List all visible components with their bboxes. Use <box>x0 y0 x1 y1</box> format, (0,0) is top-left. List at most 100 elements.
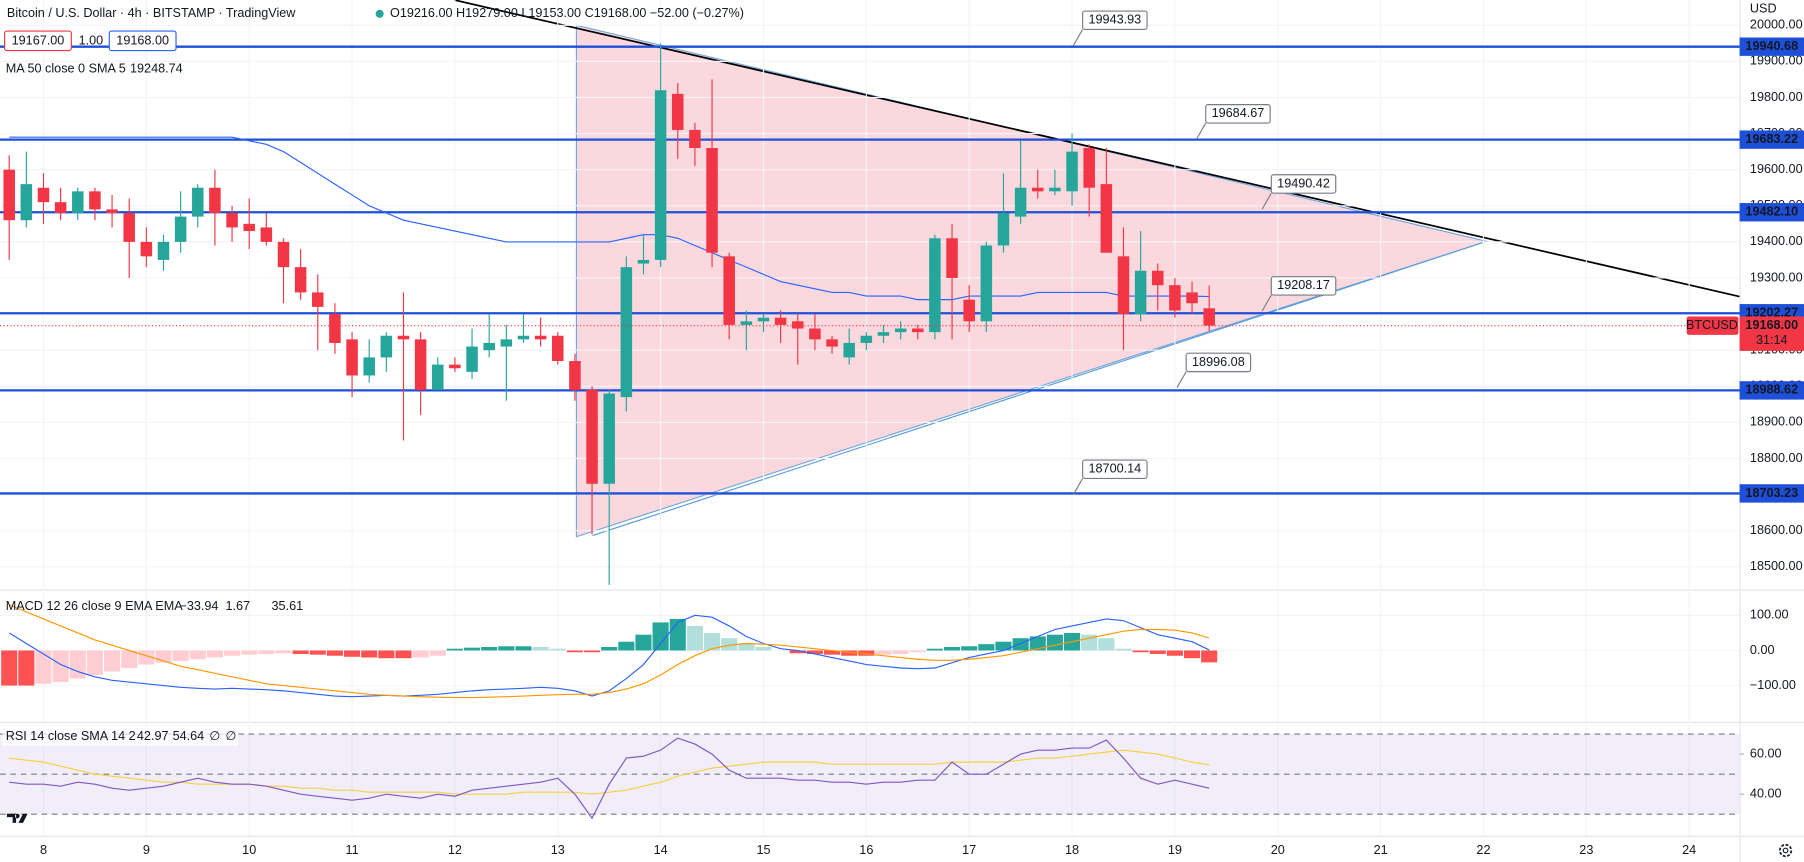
spread-label: 1.00 <box>79 34 104 48</box>
x-tick-label: 18 <box>1065 843 1079 857</box>
histogram-bar <box>241 650 258 655</box>
histogram-bar <box>18 650 35 686</box>
histogram-bar <box>378 650 395 659</box>
x-tick-label: 17 <box>962 843 976 857</box>
histogram-bar <box>309 650 326 655</box>
candle-body <box>329 314 341 343</box>
candle-body <box>534 335 547 340</box>
candle-body <box>260 227 273 242</box>
histogram-bar <box>275 650 292 654</box>
callout-label: 18700.14 <box>1088 462 1141 476</box>
candle-body <box>54 202 67 214</box>
candle-body <box>312 292 324 307</box>
histogram-bar <box>395 650 412 659</box>
histogram-bar <box>961 646 978 651</box>
x-tick-label: 23 <box>1579 843 1593 857</box>
candle-body <box>1169 285 1181 311</box>
x-tick-label: 22 <box>1476 843 1490 857</box>
callout-label: 18996.08 <box>1192 355 1245 369</box>
histogram-bar <box>206 650 223 658</box>
candle-body <box>1203 308 1215 326</box>
histogram-bar <box>464 647 481 651</box>
currency-label: USD <box>1750 2 1777 16</box>
y-tick-label: 18600.00 <box>1750 523 1803 537</box>
candle-body <box>877 332 890 336</box>
y-tick-label: 18800.00 <box>1750 451 1803 465</box>
candle-body <box>294 267 307 293</box>
y-tick-label: 0.00 <box>1750 643 1775 657</box>
histogram-bar <box>738 643 755 651</box>
histogram-bar <box>412 650 429 658</box>
callout-box <box>1205 104 1271 124</box>
candle-body <box>483 342 495 351</box>
x-tick-label: 12 <box>448 843 462 857</box>
candle-body <box>140 241 153 257</box>
candle-body <box>106 209 118 214</box>
callout-pointer <box>1196 122 1207 140</box>
candle-body <box>174 216 187 242</box>
histogram-bar <box>532 646 549 651</box>
callout-label: 19943.93 <box>1088 13 1141 27</box>
settings-button[interactable] <box>1778 843 1793 858</box>
histogram-bar <box>703 632 721 651</box>
candle-body <box>569 361 581 390</box>
y-tick-label: 19400.00 <box>1750 234 1803 248</box>
histogram-bar <box>481 646 498 651</box>
candle-body <box>774 317 787 325</box>
y-tick-label: −100.00 <box>1750 678 1796 692</box>
histogram-bar <box>926 648 943 651</box>
histogram-bar <box>841 650 858 656</box>
histogram-bar <box>104 650 121 672</box>
histogram-bar <box>258 650 275 654</box>
x-tick-label: 21 <box>1374 843 1388 857</box>
histogram-bar <box>618 641 635 651</box>
x-tick-label: 14 <box>654 843 668 857</box>
y-tick-label: 19900.00 <box>1750 54 1803 68</box>
histogram-bar <box>721 638 738 651</box>
histogram-bar <box>858 650 875 656</box>
last-price-tag <box>1739 316 1804 351</box>
logo-shape <box>6 813 28 823</box>
candle-body <box>243 223 255 232</box>
histogram-bar <box>86 650 103 676</box>
candle-body <box>1117 256 1130 315</box>
last-price-label: 19168.00 <box>1745 318 1798 332</box>
candle-body <box>466 346 478 372</box>
callout-pointer <box>1261 294 1272 312</box>
candle-body <box>809 328 821 340</box>
callout-label: 19684.67 <box>1212 106 1265 120</box>
level-tag <box>1739 381 1804 400</box>
x-tick-label: 9 <box>143 843 150 857</box>
macd-legend-value: 35.61 <box>272 599 304 613</box>
symbol-tag <box>1686 316 1739 335</box>
y-tick-label: 18500.00 <box>1750 559 1803 573</box>
ask-label: 19168.00 <box>116 34 169 48</box>
bid-label: 19167.00 <box>12 34 65 48</box>
candle-body <box>654 90 667 260</box>
y-tick-label: 100.00 <box>1750 608 1789 622</box>
histogram-bar <box>1098 638 1115 651</box>
histogram-bar <box>1166 650 1183 656</box>
level-tag-label: 19482.10 <box>1745 205 1798 219</box>
level-tag-label: 18988.62 <box>1745 383 1798 397</box>
histogram-bar <box>292 650 309 654</box>
histogram-bar <box>635 634 652 651</box>
candle-body <box>637 259 650 264</box>
macd-legend: MACD 12 26 close 9 EMA EMA <box>6 599 183 613</box>
candle-body <box>3 169 15 221</box>
histogram-bar <box>35 650 52 684</box>
candle-body <box>432 364 444 390</box>
callout-box <box>1270 174 1337 194</box>
candle-body <box>346 339 358 376</box>
histogram-bar <box>566 650 583 653</box>
ma-legend: MA 50 close 0 SMA 5 <box>6 61 126 75</box>
histogram-bar <box>1183 650 1201 659</box>
y-tick-label: 40.00 <box>1750 787 1782 801</box>
candle-body <box>620 267 633 398</box>
candle-body <box>1049 187 1061 192</box>
histogram-bar <box>943 646 961 651</box>
support-line <box>592 240 1487 537</box>
histogram-bar <box>1046 634 1063 651</box>
candle-body <box>363 357 375 376</box>
